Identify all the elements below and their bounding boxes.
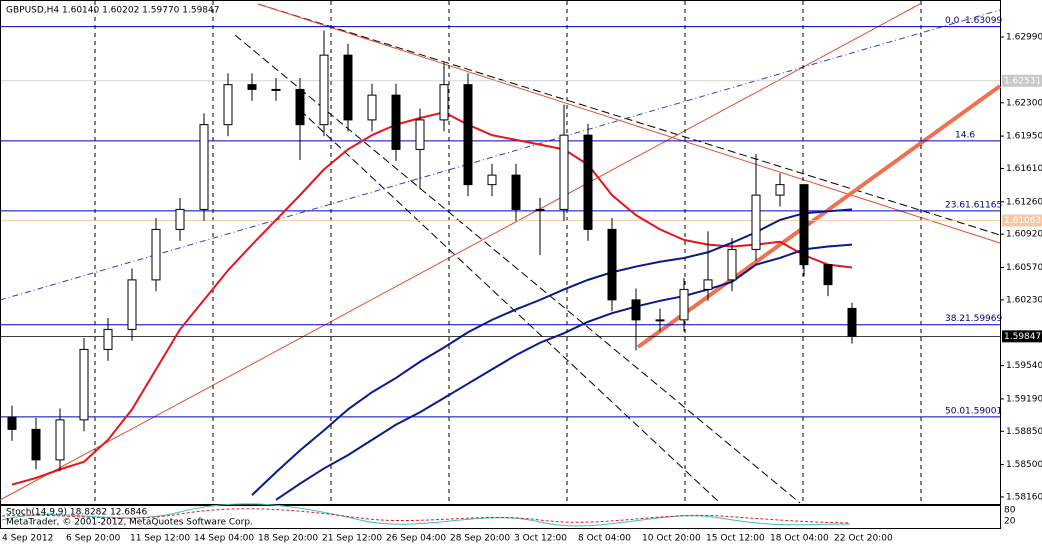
candle-body — [511, 174, 521, 210]
candle-body — [559, 134, 569, 210]
x-tick-label: 21 Sep 12:00 — [322, 534, 382, 544]
candle-body — [823, 264, 833, 286]
main-pane-border — [0, 0, 1001, 505]
candle-body — [535, 208, 545, 211]
y-tick-label: 1.61610 — [1006, 164, 1042, 174]
y-tick-label: 1.62990 — [1006, 33, 1042, 43]
x-tick-label: 11 Sep 12:00 — [130, 534, 190, 544]
candle-body — [79, 348, 89, 421]
fibo-price: 1.59969 — [965, 314, 1002, 324]
candle-body — [7, 416, 17, 430]
y-tick-label: 1.58500 — [1006, 460, 1042, 470]
trendline — [257, 3, 1001, 244]
candle-body — [583, 134, 593, 230]
price-marker — [1002, 74, 1042, 87]
trendline — [0, 9, 1001, 301]
indicator-tick: 80 — [1004, 506, 1016, 516]
y-tick-label: 1.60570 — [1006, 263, 1042, 273]
price-marker-label: 1.62531 — [1004, 76, 1041, 86]
x-tick-label: 18 Oct 04:00 — [770, 534, 829, 544]
y-tick-label: 1.59190 — [1006, 394, 1042, 404]
candle-body — [391, 94, 401, 150]
indicator-label: Stoch(14,9,9) 18.8282 12.6846 — [6, 508, 147, 518]
x-tick-label: 15 Oct 12:00 — [706, 534, 765, 544]
x-tick-label: 14 Sep 04:00 — [194, 534, 254, 544]
candle-body — [367, 94, 377, 121]
y-tick-label: 1.58160 — [1006, 493, 1042, 503]
chart-title: GBPUSD,H4 1.60140 1.60202 1.59770 1.5984… — [6, 6, 219, 16]
candle-body — [295, 88, 305, 126]
stoch-signal — [1, 508, 851, 524]
candle-body — [103, 328, 113, 350]
candle-body — [175, 208, 185, 230]
y-tick-label: 1.60920 — [1006, 230, 1042, 240]
candle-body — [679, 288, 689, 321]
candle-body — [487, 174, 497, 186]
candle-body — [31, 428, 41, 461]
fibo-level: 23.6 — [945, 200, 965, 210]
x-tick-label: 26 Sep 04:00 — [386, 534, 446, 544]
x-tick-label: 8 Oct 04:00 — [578, 534, 631, 544]
y-tick-label: 1.58850 — [1006, 427, 1042, 437]
candle-body — [751, 194, 761, 250]
trendline — [257, 3, 1001, 236]
candle-body — [415, 119, 425, 150]
candle-body — [199, 124, 209, 210]
price-marker-label: 1.61063 — [1004, 216, 1041, 226]
fibo-price: 1.59001 — [965, 406, 1002, 416]
candle-body — [439, 84, 449, 121]
indicator-pane-border — [0, 505, 1001, 529]
trendline — [636, 84, 1002, 349]
y-tick-label: 1.61260 — [1006, 197, 1042, 207]
x-tick-label: 3 Oct 12:00 — [514, 534, 567, 544]
fibo-price: 1.63099 — [965, 16, 1002, 26]
trendlines — [0, 1, 1002, 527]
candle-body — [631, 299, 641, 321]
candle-body — [727, 248, 737, 281]
copyright: MetaTrader, © 2001-2012, MetaQuotes Soft… — [6, 518, 253, 528]
candle-body — [703, 279, 713, 290]
candle-body — [847, 307, 857, 337]
x-tick-label: 10 Oct 20:00 — [642, 534, 701, 544]
fibo-level: 0.0 — [945, 16, 960, 26]
indicator-tick: 20 — [1004, 517, 1016, 527]
candle-body — [607, 228, 617, 301]
fibo-level: 38.2 — [945, 314, 965, 324]
moving-average — [275, 243, 853, 501]
candle-body — [775, 184, 785, 196]
price-marker — [1002, 214, 1042, 227]
x-tick-label: 18 Sep 20:00 — [258, 534, 318, 544]
y-tick-label: 1.62300 — [1006, 98, 1042, 108]
candle-body — [463, 84, 473, 186]
candle-body — [223, 84, 233, 126]
x-tick-label: 22 Oct 20:00 — [834, 534, 893, 544]
candle-body — [55, 419, 65, 461]
candle-body — [127, 279, 137, 330]
candle-body — [799, 184, 809, 266]
y-tick-label: 1.59540 — [1006, 361, 1042, 371]
fibo-price: 1.61165 — [965, 200, 1002, 210]
fibo-level: 50.0 — [945, 406, 965, 416]
candle-body — [655, 319, 665, 322]
candle-body — [247, 84, 257, 90]
x-tick-label: 28 Sep 20:00 — [450, 534, 510, 544]
moving-average — [11, 111, 853, 486]
x-tick-label: 6 Sep 20:00 — [66, 534, 121, 544]
candle-body — [151, 228, 161, 281]
price-marker-label: 1.59847 — [1004, 332, 1041, 342]
fibo-level: 14.6 — [955, 130, 975, 140]
price-marker — [1002, 330, 1042, 343]
x-tick-label: 4 Sep 2012 — [2, 534, 53, 544]
trendline — [234, 34, 801, 504]
y-tick-label: 1.60230 — [1006, 295, 1042, 305]
candle-body — [319, 54, 329, 126]
candle-body — [343, 54, 353, 121]
y-tick-label: 1.61950 — [1006, 132, 1042, 142]
candle-body — [271, 88, 281, 91]
